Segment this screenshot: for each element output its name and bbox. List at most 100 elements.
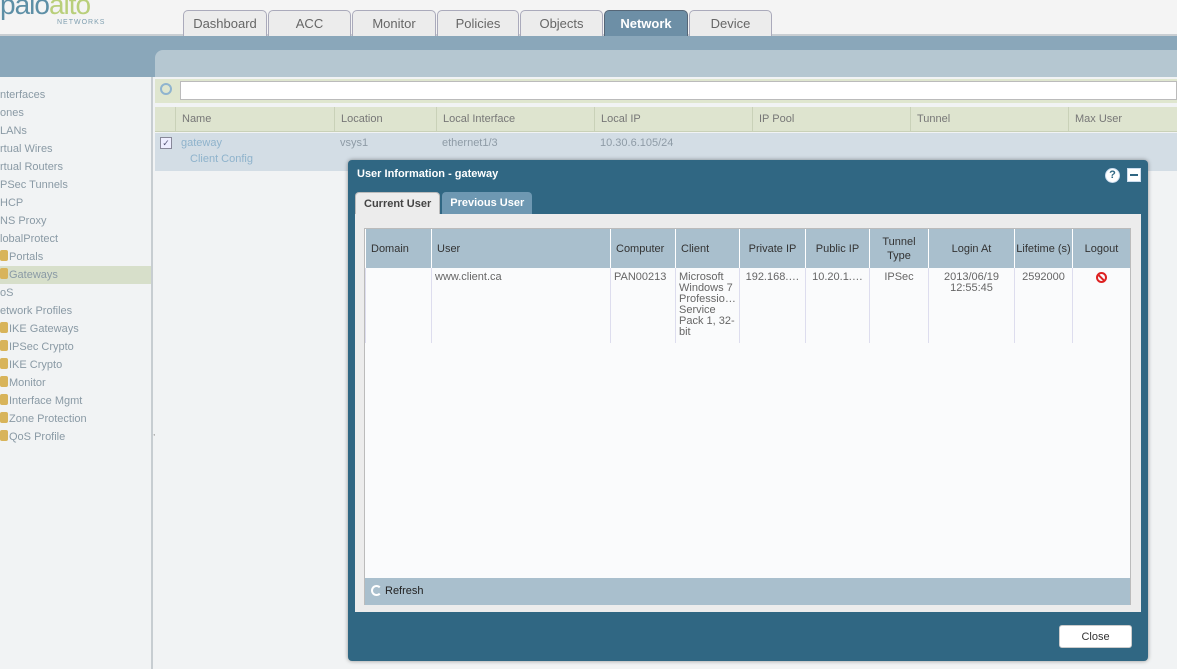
sidebar-item[interactable]: rtual Routers bbox=[0, 158, 151, 176]
sidebar-item[interactable]: LANs bbox=[0, 122, 151, 140]
sidebar-item[interactable]: NS Proxy bbox=[0, 212, 151, 230]
sidebar-item-label: IPSec Crypto bbox=[9, 341, 74, 353]
lock-icon bbox=[0, 358, 8, 369]
sidebar-item-label: LANs bbox=[0, 125, 27, 137]
sidebar-item-label: rtual Wires bbox=[0, 143, 53, 155]
sidebar-item[interactable]: Zone Protection bbox=[0, 410, 151, 428]
search-row bbox=[155, 79, 1177, 103]
qos-icon bbox=[0, 430, 8, 441]
column-header[interactable]: Client bbox=[675, 229, 739, 268]
local-interface-cell: ethernet1/3 bbox=[442, 137, 498, 149]
user-table: Domain User Computer Client Private IP Public… bbox=[364, 228, 1131, 605]
sidebar-item-label: NS Proxy bbox=[0, 215, 47, 227]
column-local-ip[interactable]: Local IP bbox=[594, 107, 752, 132]
sidebar-item[interactable]: Monitor bbox=[0, 374, 151, 392]
column-header[interactable]: Computer bbox=[610, 229, 675, 268]
sidebar-item[interactable]: oS bbox=[0, 284, 151, 302]
tab-network[interactable]: Network bbox=[604, 10, 688, 36]
column-header[interactable]: Tunnel Type bbox=[869, 229, 928, 268]
column-header[interactable]: Logout bbox=[1072, 229, 1130, 268]
cell-logout-icon bbox=[1072, 268, 1130, 343]
column-ip-pool[interactable]: IP Pool bbox=[752, 107, 910, 132]
monitor-icon bbox=[0, 376, 8, 387]
dialog-title: User Information - gateway bbox=[357, 168, 499, 180]
sidebar-item-label: lobalProtect bbox=[0, 233, 59, 245]
user-information-dialog: User Information - gateway ? Current Use… bbox=[348, 160, 1148, 661]
palo-alto-logo: paloalto bbox=[0, 0, 91, 20]
sidebar-item[interactable]: nterfaces bbox=[0, 86, 151, 104]
tab-current-user[interactable]: Current User bbox=[355, 192, 441, 214]
portal-icon bbox=[0, 250, 8, 261]
sidebar-item[interactable]: PSec Tunnels bbox=[0, 176, 151, 194]
gateway-icon bbox=[0, 268, 8, 279]
sidebar-item[interactable]: QoS Profile bbox=[0, 428, 151, 446]
grid-header: Name Location Local Interface Local IP I… bbox=[155, 107, 1177, 132]
sidebar-item-label: HCP bbox=[0, 197, 24, 209]
refresh-button[interactable]: Refresh bbox=[365, 578, 1130, 605]
column-header[interactable]: Login At bbox=[928, 229, 1014, 268]
client-config-link[interactable]: Client Config bbox=[190, 153, 253, 165]
panel-header bbox=[155, 50, 1177, 77]
column-location[interactable]: Location bbox=[334, 107, 436, 132]
column-header[interactable]: Public IP bbox=[805, 229, 869, 268]
help-icon[interactable]: ? bbox=[1105, 168, 1120, 183]
sidebar-item-label: PSec Tunnels bbox=[0, 179, 68, 191]
dialog-body: Domain User Computer Client Private IP Public… bbox=[355, 214, 1141, 612]
minimize-icon[interactable] bbox=[1127, 168, 1141, 182]
logout-icon[interactable] bbox=[1096, 272, 1107, 283]
tab-monitor[interactable]: Monitor bbox=[352, 10, 436, 36]
tab-previous-user[interactable]: Previous User bbox=[442, 192, 533, 214]
sidebar-item[interactable]: IPSec Crypto bbox=[0, 338, 151, 356]
sidebar-item[interactable]: Gateways bbox=[0, 266, 151, 284]
column-local-interface[interactable]: Local Interface bbox=[436, 107, 594, 132]
sidebar-item-label: Portals bbox=[9, 251, 44, 263]
cell-user: www.client.ca bbox=[431, 268, 610, 343]
gateway-name-link[interactable]: gateway bbox=[181, 137, 222, 149]
column-header[interactable]: Private IP bbox=[739, 229, 805, 268]
tab-device[interactable]: Device bbox=[689, 10, 772, 36]
sidebar-item-label: IKE Gateways bbox=[9, 323, 79, 335]
shield-icon bbox=[0, 412, 8, 423]
row-checkbox[interactable]: ✓ bbox=[160, 137, 172, 149]
sidebar-item-label: rtual Routers bbox=[0, 161, 63, 173]
sidebar-item-label: Monitor bbox=[9, 377, 46, 389]
sidebar-item-label: Gateways bbox=[9, 269, 58, 281]
sidebar-item[interactable]: rtual Wires bbox=[0, 140, 151, 158]
search-input[interactable] bbox=[180, 81, 1177, 100]
tab-dashboard[interactable]: Dashboard bbox=[183, 10, 267, 36]
sidebar-item[interactable]: IKE Gateways bbox=[0, 320, 151, 338]
cell-tunnel-type: IPSec bbox=[869, 268, 928, 343]
cell-public-ip: 10.20.1.… bbox=[805, 268, 869, 343]
column-max-user[interactable]: Max User bbox=[1068, 107, 1177, 132]
sidebar-item-label: oS bbox=[0, 287, 14, 299]
gear-icon bbox=[0, 394, 8, 405]
tab-policies[interactable]: Policies bbox=[437, 10, 519, 36]
lock-icon bbox=[0, 340, 8, 351]
refresh-icon bbox=[371, 585, 382, 596]
column-header[interactable]: Domain bbox=[365, 229, 431, 268]
sidebar-item[interactable]: ones bbox=[0, 104, 151, 122]
column-header[interactable]: User bbox=[431, 229, 610, 268]
sidebar-item[interactable]: lobalProtect bbox=[0, 230, 151, 248]
local-ip-cell: 10.30.6.105/24 bbox=[600, 137, 674, 149]
column-name[interactable]: Name bbox=[175, 107, 334, 132]
sidebar-item[interactable]: Interface Mgmt bbox=[0, 392, 151, 410]
user-table-header: Domain User Computer Client Private IP Public… bbox=[365, 229, 1130, 268]
dialog-tabs: Current User Previous User bbox=[355, 192, 533, 214]
logo-subtitle: NETWORKS bbox=[57, 19, 106, 26]
tab-objects[interactable]: Objects bbox=[520, 10, 603, 36]
sidebar-item[interactable]: HCP bbox=[0, 194, 151, 212]
sidebar-item[interactable]: Portals bbox=[0, 248, 151, 266]
column-header[interactable]: Lifetime (s) bbox=[1014, 229, 1072, 268]
close-button[interactable]: Close bbox=[1059, 625, 1132, 648]
sidebar-item-label: Interface Mgmt bbox=[9, 395, 83, 407]
top-bar: paloalto NETWORKS Dashboard ACC Monitor … bbox=[0, 0, 1177, 36]
sidebar-item[interactable]: IKE Crypto bbox=[0, 356, 151, 374]
cell-private-ip: 192.168.… bbox=[739, 268, 805, 343]
sidebar-item-label: Zone Protection bbox=[9, 413, 87, 425]
tab-acc[interactable]: ACC bbox=[268, 10, 351, 36]
sidebar-item[interactable]: etwork Profiles bbox=[0, 302, 151, 320]
sidebar: nterfaces ones LANs rtual Wires rtual Router… bbox=[0, 77, 153, 669]
cell-domain bbox=[365, 268, 431, 343]
column-tunnel[interactable]: Tunnel bbox=[910, 107, 1068, 132]
